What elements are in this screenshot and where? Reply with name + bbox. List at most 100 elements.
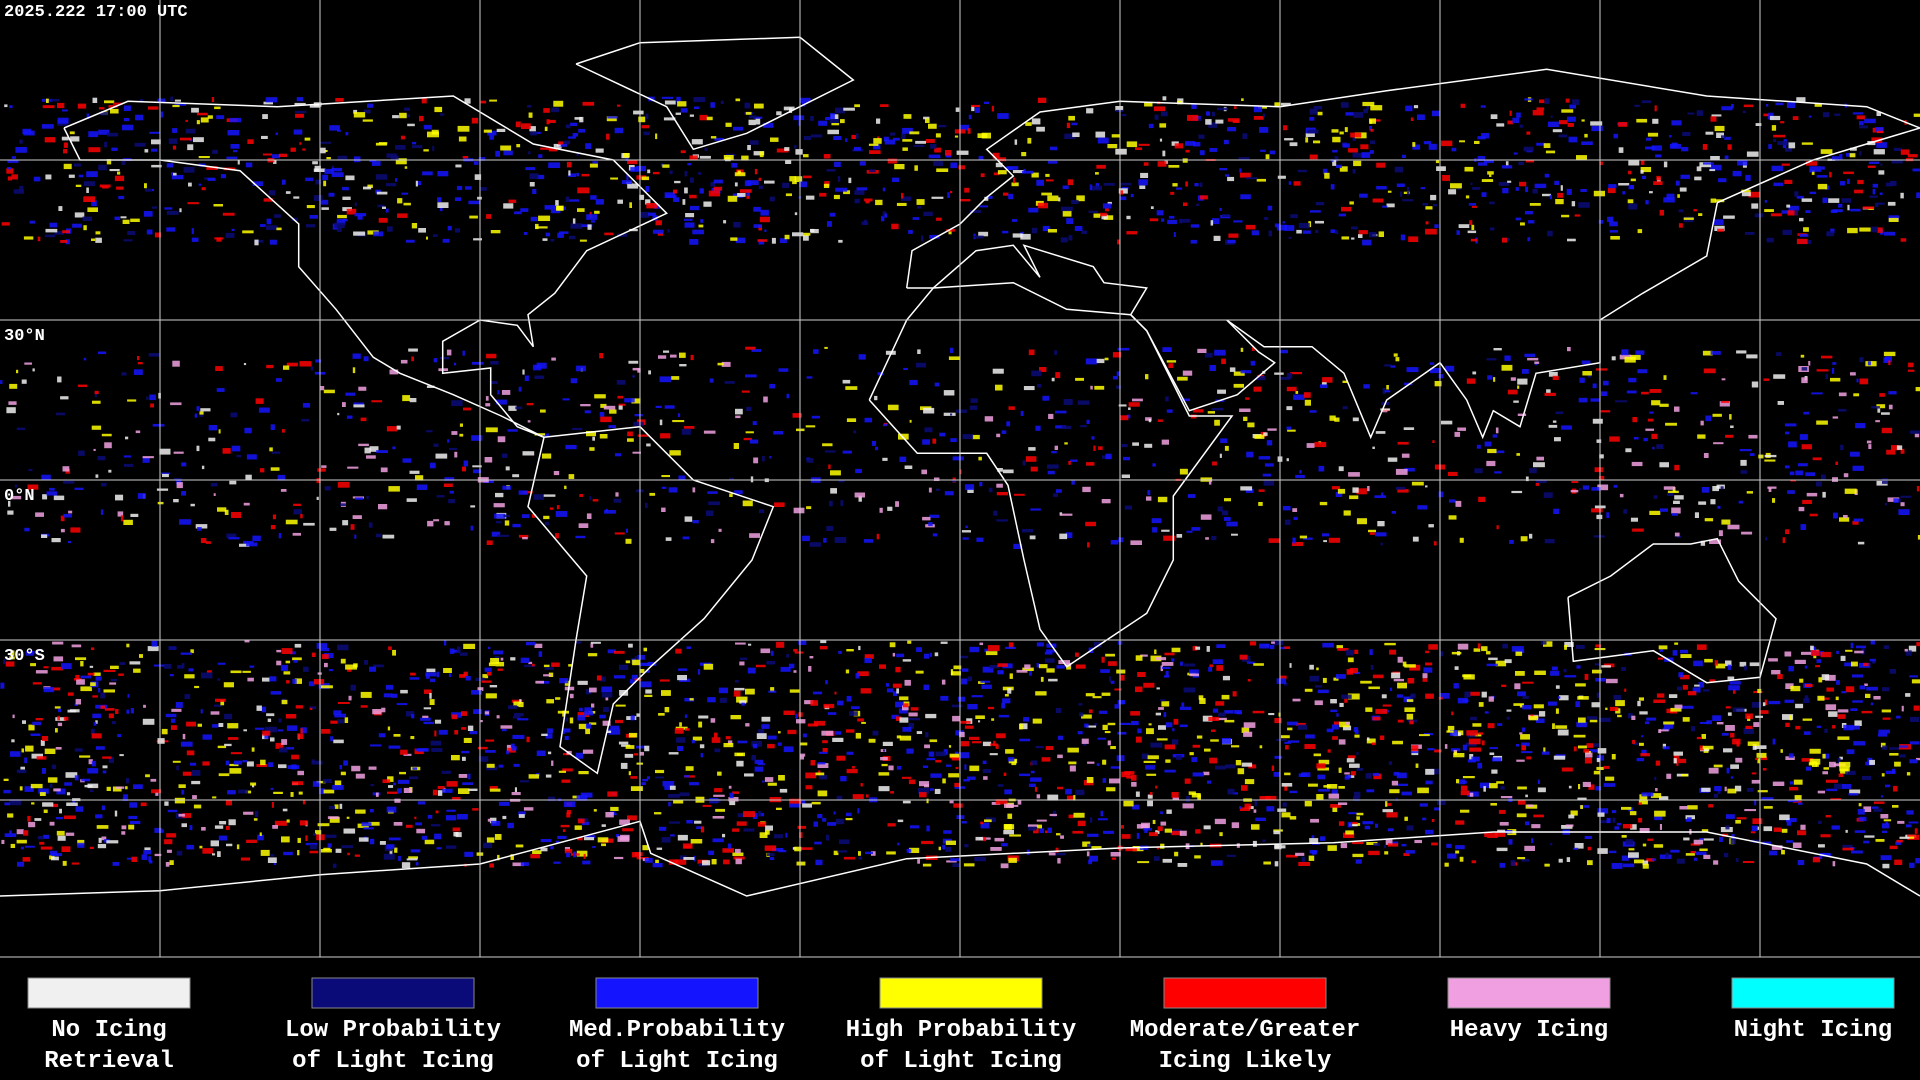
icing-pixel <box>1851 850 1863 854</box>
icing-pixel <box>1143 682 1155 688</box>
icing-pixel <box>58 708 62 713</box>
icing-pixel <box>581 224 593 227</box>
icing-pixel <box>1891 445 1900 451</box>
icing-pixel <box>975 836 984 841</box>
icing-pixel <box>1832 725 1836 729</box>
icing-pixel <box>938 846 941 851</box>
icing-pixel <box>1164 744 1175 750</box>
icing-pixel <box>340 503 346 506</box>
icing-pixel <box>1470 238 1478 242</box>
icing-pixel <box>548 162 561 168</box>
icing-pixel <box>256 705 262 711</box>
icing-pixel <box>1862 206 1875 210</box>
icing-pixel <box>655 776 664 779</box>
icing-pixel <box>652 215 658 221</box>
icing-pixel <box>546 728 553 734</box>
icing-pixel <box>659 376 672 383</box>
icing-pixel <box>1540 641 1547 645</box>
icing-pixel <box>291 754 299 760</box>
icing-pixel <box>978 155 984 161</box>
icing-pixel <box>1754 745 1767 749</box>
icing-pixel <box>1843 724 1854 731</box>
icing-pixel <box>899 456 907 462</box>
icing-pixel <box>860 688 871 694</box>
icing-pixel <box>1164 769 1176 773</box>
icing-pixel <box>901 192 904 199</box>
icing-pixel <box>170 718 176 723</box>
icing-pixel <box>1345 721 1350 725</box>
icing-pixel <box>1253 386 1262 392</box>
icing-pixel <box>636 713 640 717</box>
icing-pixel <box>1805 210 1811 213</box>
icing-pixel <box>1829 761 1836 768</box>
icing-pixel <box>1639 742 1644 746</box>
icing-pixel <box>1865 693 1871 698</box>
icing-pixel <box>639 681 652 688</box>
icing-pixel <box>1643 437 1648 442</box>
icing-pixel <box>1673 755 1680 760</box>
icing-pixel <box>161 472 171 475</box>
icing-pixel <box>784 234 790 240</box>
icing-pixel <box>1506 709 1512 712</box>
icing-pixel <box>70 527 81 533</box>
icing-pixel <box>580 404 591 407</box>
icing-pixel <box>122 219 130 224</box>
icing-pixel <box>1196 735 1203 739</box>
icing-pixel <box>1160 699 1166 702</box>
icing-pixel <box>1777 674 1783 680</box>
icing-pixel <box>1567 116 1576 122</box>
icing-pixel <box>1721 400 1730 403</box>
icing-pixel <box>1393 771 1400 776</box>
icing-pixel <box>878 786 890 792</box>
icing-pixel <box>1148 723 1152 726</box>
icing-pixel <box>1051 377 1055 382</box>
icing-pixel <box>713 794 725 797</box>
icing-pixel <box>16 839 27 844</box>
icing-pixel <box>1788 753 1794 758</box>
icing-pixel <box>1022 170 1034 174</box>
icing-pixel <box>875 446 879 451</box>
icing-pixel <box>1430 194 1437 201</box>
icing-pixel <box>1746 354 1758 359</box>
icing-pixel <box>1193 142 1201 147</box>
icing-pixel <box>632 367 640 371</box>
icing-pixel <box>1180 398 1190 402</box>
icing-pixel <box>489 788 501 792</box>
icing-pixel <box>1560 185 1563 191</box>
icing-pixel <box>997 784 1004 787</box>
icing-pixel <box>21 379 27 384</box>
icing-pixel <box>1843 515 1848 519</box>
icing-pixel <box>721 361 731 367</box>
icing-pixel <box>1255 817 1266 821</box>
icing-pixel <box>1470 716 1477 721</box>
icing-pixel <box>512 523 521 528</box>
icing-pixel <box>1311 835 1315 839</box>
icing-pixel <box>1450 183 1462 189</box>
icing-pixel <box>1859 227 1871 232</box>
icing-pixel <box>810 134 823 138</box>
icing-pixel <box>317 468 326 472</box>
icing-pixel <box>1105 208 1109 212</box>
icing-pixel <box>577 680 588 685</box>
icing-pixel <box>273 160 277 164</box>
icing-pixel <box>49 222 57 228</box>
icing-pixel <box>1215 765 1226 770</box>
icing-pixel <box>1038 664 1048 669</box>
icing-pixel <box>1146 728 1154 735</box>
icing-pixel <box>1896 839 1903 843</box>
icing-pixel <box>1265 795 1277 801</box>
icing-pixel <box>1420 187 1426 190</box>
icing-pixel <box>421 98 427 104</box>
icing-pixel <box>548 672 554 677</box>
icing-pixel <box>300 728 303 733</box>
icing-pixel <box>176 850 183 856</box>
icing-pixel <box>1792 116 1799 120</box>
icing-pixel <box>309 850 319 854</box>
icing-pixel <box>615 719 623 724</box>
icing-pixel <box>795 149 803 155</box>
icing-pixel <box>1344 772 1350 775</box>
icing-pixel <box>490 230 501 234</box>
icing-pixel <box>949 753 960 758</box>
icing-pixel <box>53 656 64 662</box>
icing-pixel <box>1258 489 1265 492</box>
